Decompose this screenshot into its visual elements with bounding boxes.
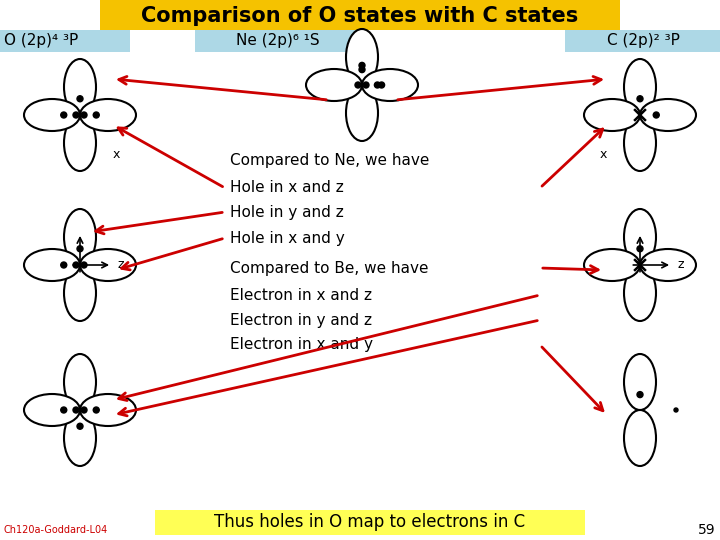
Circle shape bbox=[81, 407, 87, 413]
Ellipse shape bbox=[64, 209, 96, 265]
Ellipse shape bbox=[624, 354, 656, 410]
Ellipse shape bbox=[80, 394, 136, 426]
Circle shape bbox=[77, 423, 83, 429]
Ellipse shape bbox=[584, 249, 640, 281]
Text: Electron in x and z: Electron in x and z bbox=[230, 287, 372, 302]
FancyBboxPatch shape bbox=[0, 30, 130, 52]
Text: Hole in y and z: Hole in y and z bbox=[230, 205, 343, 219]
Ellipse shape bbox=[624, 209, 656, 265]
Ellipse shape bbox=[640, 99, 696, 131]
Circle shape bbox=[374, 82, 380, 88]
Text: Electron in x and y: Electron in x and y bbox=[230, 338, 373, 353]
FancyBboxPatch shape bbox=[565, 30, 720, 52]
Ellipse shape bbox=[624, 115, 656, 171]
Text: Compared to Be, we have: Compared to Be, we have bbox=[230, 260, 428, 275]
Ellipse shape bbox=[80, 249, 136, 281]
Ellipse shape bbox=[346, 29, 378, 85]
Circle shape bbox=[359, 66, 365, 72]
Circle shape bbox=[653, 112, 660, 118]
Text: Hole in x and y: Hole in x and y bbox=[230, 231, 345, 246]
Ellipse shape bbox=[362, 69, 418, 101]
Circle shape bbox=[94, 407, 99, 413]
Text: Hole in x and z: Hole in x and z bbox=[230, 180, 343, 195]
Circle shape bbox=[363, 82, 369, 88]
Circle shape bbox=[674, 408, 678, 412]
Text: O (2p)⁴ ³P: O (2p)⁴ ³P bbox=[4, 33, 78, 49]
Ellipse shape bbox=[640, 249, 696, 281]
Text: Ch120a-Goddard-L04: Ch120a-Goddard-L04 bbox=[4, 525, 108, 535]
Circle shape bbox=[81, 112, 87, 118]
Circle shape bbox=[77, 246, 83, 252]
Ellipse shape bbox=[64, 115, 96, 171]
Circle shape bbox=[73, 262, 79, 268]
Circle shape bbox=[637, 246, 643, 252]
Text: C (2p)² ³P: C (2p)² ³P bbox=[606, 33, 680, 49]
Ellipse shape bbox=[64, 265, 96, 321]
Text: Ne (2p)⁶ ¹S: Ne (2p)⁶ ¹S bbox=[236, 33, 320, 49]
Text: Compared to Ne, we have: Compared to Ne, we have bbox=[230, 152, 429, 167]
Text: x: x bbox=[113, 148, 120, 161]
Ellipse shape bbox=[80, 99, 136, 131]
Circle shape bbox=[637, 392, 643, 397]
Circle shape bbox=[81, 262, 87, 268]
Circle shape bbox=[60, 112, 67, 118]
Circle shape bbox=[73, 407, 79, 413]
Ellipse shape bbox=[624, 410, 656, 466]
Text: x: x bbox=[600, 148, 607, 161]
Text: z: z bbox=[678, 259, 685, 272]
Circle shape bbox=[637, 96, 643, 102]
FancyBboxPatch shape bbox=[100, 0, 620, 30]
Ellipse shape bbox=[306, 69, 362, 101]
Circle shape bbox=[60, 262, 67, 268]
Ellipse shape bbox=[584, 99, 640, 131]
Ellipse shape bbox=[346, 85, 378, 141]
Ellipse shape bbox=[624, 59, 656, 115]
Circle shape bbox=[77, 96, 83, 102]
Ellipse shape bbox=[24, 394, 80, 426]
Circle shape bbox=[60, 407, 67, 413]
Text: Comparison of O states with C states: Comparison of O states with C states bbox=[141, 6, 579, 26]
Circle shape bbox=[73, 112, 79, 118]
Ellipse shape bbox=[24, 249, 80, 281]
Circle shape bbox=[355, 82, 361, 88]
Circle shape bbox=[379, 82, 384, 88]
Text: Electron in y and z: Electron in y and z bbox=[230, 313, 372, 327]
Ellipse shape bbox=[64, 354, 96, 410]
Circle shape bbox=[359, 63, 365, 69]
FancyBboxPatch shape bbox=[155, 510, 585, 535]
Text: z: z bbox=[118, 259, 125, 272]
Text: 59: 59 bbox=[698, 523, 716, 537]
FancyBboxPatch shape bbox=[195, 30, 360, 52]
Ellipse shape bbox=[24, 99, 80, 131]
Ellipse shape bbox=[624, 265, 656, 321]
Text: Thus holes in O map to electrons in C: Thus holes in O map to electrons in C bbox=[215, 513, 526, 531]
Circle shape bbox=[94, 112, 99, 118]
Ellipse shape bbox=[64, 59, 96, 115]
Ellipse shape bbox=[64, 410, 96, 466]
